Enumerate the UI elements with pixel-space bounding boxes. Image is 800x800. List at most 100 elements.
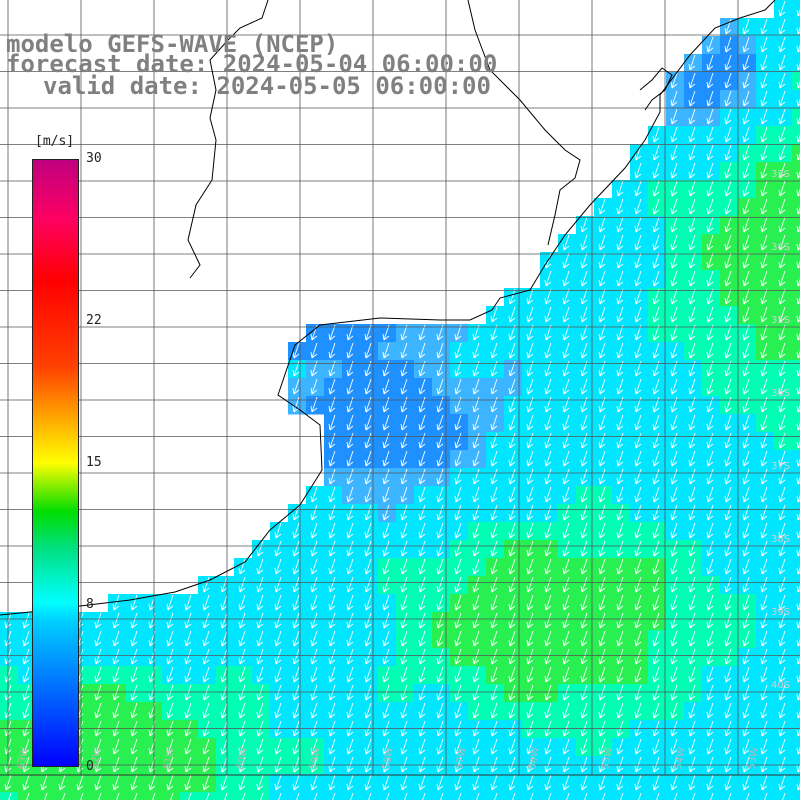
speed-cell — [594, 360, 613, 379]
speed-cell — [738, 720, 757, 739]
speed-cell — [720, 216, 739, 235]
speed-cell — [594, 198, 613, 217]
speed-cell — [576, 720, 595, 739]
wind-arrows — [4, 0, 800, 800]
speed-cell — [612, 612, 631, 631]
speed-cell — [666, 738, 685, 757]
wind-arrow — [490, 684, 498, 701]
wind-arrow — [202, 648, 210, 665]
wind-arrow — [598, 252, 606, 269]
wind-arrow — [238, 630, 246, 647]
speed-cell — [648, 774, 667, 793]
speed-cell — [468, 414, 487, 433]
wind-arrow — [400, 666, 408, 683]
wind-arrow — [796, 314, 800, 323]
wind-arrow — [616, 594, 624, 611]
wind-arrow — [454, 450, 462, 467]
speed-cell — [540, 324, 559, 343]
speed-cell — [666, 324, 685, 343]
speed-cell — [540, 396, 559, 415]
wind-arrow — [454, 738, 462, 755]
longitude-label: 60W — [235, 746, 250, 770]
speed-cell — [594, 396, 613, 415]
speed-cell — [702, 288, 721, 307]
speed-cell — [522, 738, 541, 757]
speed-cell — [684, 72, 703, 91]
wind-arrow — [580, 306, 588, 323]
wind-arrow — [454, 594, 462, 611]
speed-cell — [540, 288, 559, 307]
speed-cell — [306, 396, 325, 415]
speed-cell — [720, 324, 739, 343]
speed-cell — [702, 90, 721, 109]
wind-arrow — [562, 702, 570, 719]
speed-cell — [792, 234, 800, 253]
speed-cell — [450, 684, 469, 703]
speed-cell — [216, 576, 235, 595]
wind-arrow — [760, 558, 768, 575]
speed-cell — [270, 666, 289, 685]
wind-arrow — [688, 378, 696, 395]
wind-arrow — [742, 774, 750, 791]
speed-cell — [648, 198, 667, 217]
wind-arrow — [616, 378, 624, 395]
speed-cell — [684, 522, 703, 541]
speed-cell — [468, 684, 487, 703]
wind-arrow — [616, 324, 624, 341]
speed-cell — [720, 126, 739, 145]
speed-cell — [360, 432, 379, 451]
wind-arrow — [634, 756, 642, 773]
speed-cell — [0, 666, 19, 685]
speed-cell — [486, 738, 505, 757]
speed-cell — [342, 702, 361, 721]
speed-cell — [504, 432, 523, 451]
wind-arrow — [418, 738, 426, 755]
speed-cell — [378, 378, 397, 397]
speed-cell — [774, 738, 793, 757]
wind-arrow — [220, 612, 228, 629]
wind-arrow — [796, 386, 800, 395]
speed-cell — [756, 198, 775, 217]
wind-arrow — [436, 378, 444, 395]
speed-cell — [540, 594, 559, 613]
wind-arrow — [562, 450, 570, 467]
wind-arrow — [688, 756, 696, 773]
speed-cell — [720, 378, 739, 397]
speed-cell — [234, 612, 253, 631]
speed-cell — [180, 684, 199, 703]
speed-cell — [774, 0, 793, 19]
wind-arrow — [634, 270, 642, 287]
wind-arrow — [710, 792, 714, 800]
speed-cell — [738, 612, 757, 631]
wind-arrow — [490, 378, 498, 395]
wind-arrow — [562, 378, 570, 395]
wind-arrow — [130, 630, 138, 647]
speed-cell — [612, 666, 631, 685]
speed-cell — [630, 234, 649, 253]
speed-cell — [504, 702, 523, 721]
speed-cell — [252, 774, 271, 793]
speed-cell — [558, 702, 577, 721]
wind-arrow — [796, 548, 800, 557]
speed-cell — [576, 648, 595, 667]
wind-arrow — [706, 648, 714, 665]
speed-cell — [594, 648, 613, 667]
speed-cell — [594, 738, 613, 757]
speed-cell — [630, 666, 649, 685]
speed-cell — [792, 378, 800, 397]
wind-arrow — [634, 342, 642, 359]
wind-arrow — [742, 396, 750, 413]
wind-arrow — [670, 684, 678, 701]
wind-arrow — [310, 522, 318, 539]
wind-arrow — [724, 432, 732, 449]
speed-cell — [396, 414, 415, 433]
speed-cell — [504, 342, 523, 361]
wind-arrow — [94, 630, 102, 647]
wind-arrow — [26, 792, 30, 800]
speed-cell — [720, 396, 739, 415]
speed-cell — [378, 396, 397, 415]
wind-arrow — [418, 756, 426, 773]
speed-cell — [306, 558, 325, 577]
speed-cell — [450, 774, 469, 793]
wind-arrow — [166, 702, 174, 719]
